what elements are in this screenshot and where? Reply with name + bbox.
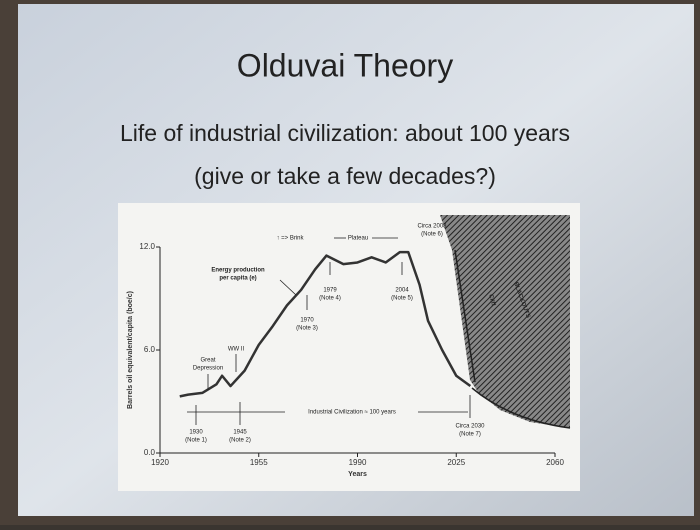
annotation: 1945: [233, 430, 247, 436]
annotation: Energy production: [211, 268, 265, 274]
annotation: 1979: [323, 288, 337, 294]
y-tick-label: 0.0: [144, 448, 156, 457]
y-tick-label: 12.0: [139, 242, 155, 251]
annotation: Cliff: [487, 294, 496, 308]
data-line: [179, 250, 472, 398]
annotation: Depression: [193, 366, 223, 372]
annotation: (Note 6): [421, 232, 443, 238]
annotation: ↑ => Brink: [276, 236, 304, 242]
annotation: Plateau: [348, 236, 368, 242]
y-tick-label: 6.0: [144, 345, 156, 354]
blackout-region: [440, 215, 570, 428]
x-tick-label: 1920: [151, 458, 169, 467]
annotation: WW II: [228, 347, 245, 353]
annotation: (Note 4): [319, 296, 341, 302]
annotation: 1930: [189, 430, 203, 436]
annotation: Circa 2008: [417, 224, 447, 230]
x-tick-label: 1990: [349, 458, 367, 467]
x-tick-label: 2025: [447, 458, 465, 467]
annotation: 1970: [300, 318, 314, 324]
annotation: Great: [200, 358, 215, 364]
annotation: (Note 7): [459, 432, 481, 438]
x-tick-label: 1955: [250, 458, 268, 467]
annotation: 2004: [395, 288, 409, 294]
cliff-line: [454, 249, 476, 383]
slide-title: Olduvai Theory: [237, 47, 453, 83]
x-axis-label: Years: [348, 471, 367, 478]
y-axis-label: Barrels oil equivalent/capita (boe/c): [127, 291, 134, 409]
subtitle: (give or take a few decades?): [194, 163, 496, 189]
annotation: Industrial Civilization ≈ 100 years: [308, 410, 396, 416]
annotation: (Note 5): [391, 296, 413, 302]
annotation: Circa 2030: [455, 424, 485, 430]
annotation: (Note 2): [229, 438, 251, 444]
annotation: (Note 1): [185, 438, 207, 444]
annotation: per capita (e): [219, 276, 256, 282]
x-tick-label: 2060: [546, 458, 564, 467]
decline-curve: [471, 387, 571, 429]
annotation: (Note 3): [296, 326, 318, 332]
subtitle: Life of industrial civilization: about 1…: [120, 120, 570, 146]
pointer-arrow: [279, 279, 297, 296]
